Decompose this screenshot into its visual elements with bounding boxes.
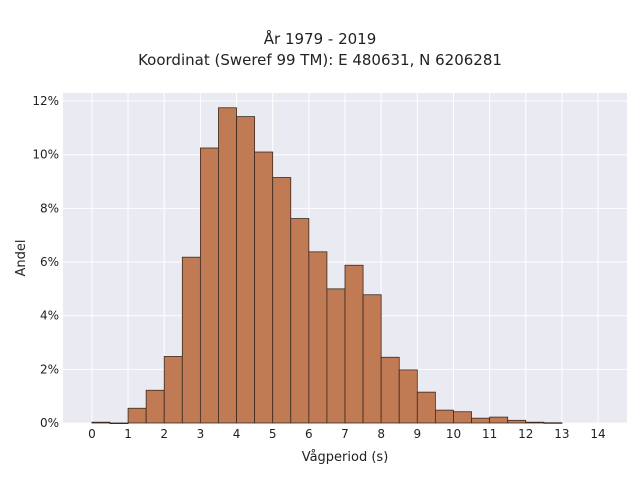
- histogram-bar: [453, 411, 472, 424]
- y-tick-label: 2%: [40, 362, 59, 376]
- histogram-bar: [236, 116, 256, 424]
- histogram-bar: [507, 419, 527, 424]
- histogram-bar: [380, 356, 400, 424]
- x-tick-label: 6: [305, 427, 313, 441]
- histogram-bar: [199, 147, 219, 424]
- histogram-bar: [471, 417, 491, 424]
- y-axis-label: Andel: [14, 240, 29, 277]
- x-tick-label: 14: [590, 427, 605, 441]
- y-tick-label: 0%: [40, 416, 59, 430]
- histogram-bar: [434, 409, 454, 424]
- chart-subtitle: Koordinat (Sweref 99 TM): E 480631, N 62…: [138, 51, 502, 69]
- x-tick-label: 5: [269, 427, 277, 441]
- y-tick-label: 8%: [40, 201, 59, 215]
- x-tick-label: 7: [341, 427, 349, 441]
- histogram-bar: [362, 294, 382, 424]
- histogram-bar: [308, 251, 328, 424]
- histogram-bar: [344, 264, 364, 424]
- x-tick-label: 9: [413, 427, 421, 441]
- x-tick-label: 2: [160, 427, 168, 441]
- x-tick-label: 12: [518, 427, 533, 441]
- y-tick-label: 6%: [40, 255, 59, 269]
- histogram-bar: [91, 421, 111, 424]
- x-tick-label: 0: [88, 427, 96, 441]
- histogram-bar: [543, 422, 563, 424]
- x-tick-label: 1: [124, 427, 132, 441]
- histogram-bar: [525, 421, 545, 424]
- x-axis-label: Vågperiod (s): [302, 450, 389, 465]
- chart-title: År 1979 - 2019: [263, 30, 377, 48]
- histogram-bar: [416, 391, 436, 424]
- histogram-bar: [163, 356, 183, 424]
- y-tick-label: 10%: [32, 148, 59, 162]
- histogram-bar: [145, 389, 165, 424]
- histogram-bar: [181, 256, 201, 424]
- x-tick-label: 8: [377, 427, 385, 441]
- y-tick-label: 12%: [32, 94, 59, 108]
- histogram-bar: [218, 107, 237, 424]
- histogram-bar: [290, 218, 310, 424]
- x-tick-label: 10: [446, 427, 461, 441]
- histogram-bar: [272, 177, 292, 424]
- y-tick-label: 4%: [40, 309, 59, 323]
- histogram-bar: [489, 416, 509, 424]
- x-tick-label: 13: [554, 427, 569, 441]
- histogram-bar: [326, 288, 346, 424]
- x-tick-label: 3: [197, 427, 205, 441]
- histogram-bar: [109, 422, 129, 425]
- x-tick-label: 11: [482, 427, 497, 441]
- x-tick-label: 4: [233, 427, 241, 441]
- histogram-bar: [127, 407, 147, 424]
- histogram-bar: [254, 151, 274, 424]
- histogram-bar: [398, 369, 418, 424]
